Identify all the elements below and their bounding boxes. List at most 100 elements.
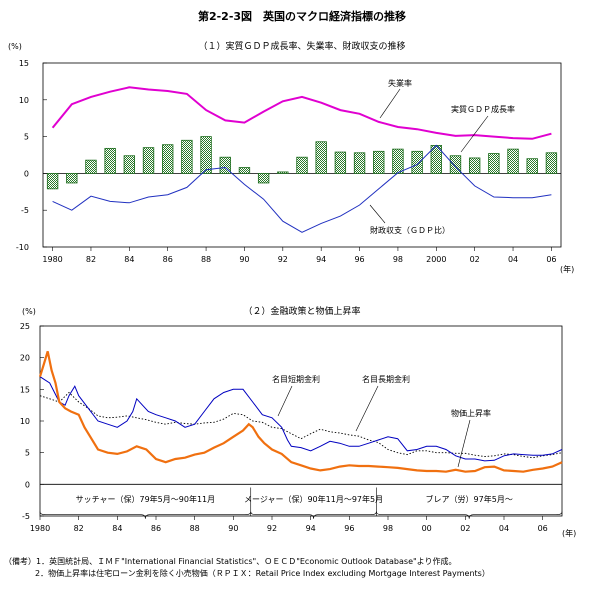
short-rate-line	[39, 376, 563, 462]
note-heading: （備考）	[4, 557, 36, 566]
panel1-y-axis: -10 -5 0 5 10 15	[16, 59, 561, 252]
panel1-ytick-label: -10	[16, 243, 29, 252]
gdp-growth-bar	[526, 158, 538, 174]
panel2-xtick-label: 86	[151, 524, 161, 533]
gdp-growth-bar	[46, 172, 59, 190]
label-long-rate: 名目長期金利	[362, 374, 410, 384]
gdp-growth-bar	[468, 157, 481, 174]
gdp-growth-bar	[238, 167, 251, 174]
panel2-ytick-label: 25	[20, 322, 30, 331]
fiscal-balance-line	[52, 144, 552, 233]
panel2-annotations: 名目短期金利 名目長期金利 物価上昇率	[272, 374, 491, 468]
note-text-2: 2．物価上昇率は住宅ローン金利を除く小売物価（ＲＰＩＸ：Retail Price…	[35, 569, 490, 578]
period-brace	[376, 511, 563, 519]
panel2-title: （２）金融政策と物価上昇率	[243, 305, 360, 317]
gdp-growth-bar	[315, 141, 327, 174]
panel1-ylabel: (%)	[8, 42, 22, 51]
label-fiscal-balance: 財政収支（ＧＤＰ比）	[370, 225, 450, 235]
panel1-xtick-label: 02	[470, 255, 480, 264]
panel2-ytick-label: 20	[20, 354, 30, 363]
panel2-xtick-label: 02	[460, 524, 470, 533]
gdp-growth-bar	[257, 172, 270, 184]
government-periods: サッチャー（保）79年5月～90年11月 メージャー（保）90年11月～97年5月…	[39, 487, 563, 519]
gdp-growth-bar	[123, 155, 136, 174]
unemployment-line	[51, 86, 552, 140]
gdp-growth-bar	[142, 147, 155, 174]
panel2-xtick-label: 00	[422, 524, 432, 533]
note-line-2: 2．物価上昇率は住宅ローン金利を除く小売物価（ＲＰＩＸ：Retail Price…	[35, 569, 490, 579]
panel1-ytick-label: 10	[19, 96, 29, 105]
period-brace	[39, 511, 252, 519]
long-rate-line	[39, 391, 563, 459]
panel1-ytick-label: -5	[21, 206, 29, 215]
panel2-ytick-label: 5	[25, 449, 30, 458]
panel2-ytick-label: -5	[22, 512, 30, 521]
panel1-xtick-label: 82	[86, 255, 96, 264]
panel1-annotations: 失業率 実質ＧＤＰ成長率 財政収支（ＧＤＰ比）	[369, 78, 515, 235]
gdp-growth-bar	[85, 159, 97, 174]
leader-inflation	[457, 419, 471, 468]
gdp-growth-bar	[181, 139, 193, 174]
gdp-growth-bar	[296, 156, 308, 174]
panel1-xunit: (年)	[560, 264, 574, 274]
panel2-xtick-label: 1980	[30, 524, 50, 533]
panel2-xtick-label: 04	[499, 524, 509, 533]
panel1-xtick-label: 1980	[42, 255, 62, 264]
panel1-xtick-label: 88	[201, 255, 211, 264]
period-label: ブレア（労）97年5月～	[426, 494, 513, 504]
panel2-ytick-label: 0	[25, 480, 30, 489]
panel1-x-axis: 1980 82 84 86 88 90 92 94 96 98 2000 02 04 06	[42, 247, 557, 264]
period-brace	[250, 511, 377, 519]
panel2-xtick-label: 94	[306, 524, 316, 533]
gdp-growth-bar	[507, 148, 519, 174]
panel2-xtick-label: 06	[538, 524, 548, 533]
panel1-xtick-label: 84	[124, 255, 134, 264]
inflation-line	[38, 350, 563, 473]
panel2-xtick-label: 82	[74, 524, 84, 533]
panel2-xtick-label: 98	[383, 524, 393, 533]
leader-fiscal-balance	[369, 204, 386, 224]
panel-growth-unemployment-fiscal: （１）実質ＧＤＰ成長率、失業率、財政収支の推移 (%) (年) -10 -5 0 5 1…	[8, 40, 574, 274]
panel1-xtick-label: 06	[546, 255, 556, 264]
note-line-1: （備考）1．英国統計局、ＩＭＦ"International Financial …	[4, 557, 457, 567]
period-label: サッチャー（保）79年5月～90年11月	[76, 494, 216, 504]
label-short-rate: 名目短期金利	[272, 374, 320, 384]
gdp-growth-bar	[488, 153, 500, 174]
panel1-ytick-label: 0	[24, 169, 29, 178]
panel1-ytick-label: 15	[19, 59, 29, 68]
panel1-xtick-label: 04	[508, 255, 518, 264]
gdp-growth-bar	[373, 150, 385, 174]
gdp-growth-bar	[162, 144, 174, 174]
panel1-xtick-label: 94	[316, 255, 326, 264]
period-label: メージャー（保）90年11月～97年5月	[244, 494, 383, 504]
label-inflation: 物価上昇率	[451, 408, 491, 418]
panel1-xtick-label: 96	[354, 255, 364, 264]
panel1-xtick-label: 2000	[426, 255, 446, 264]
panel1-ytick-label: 5	[24, 133, 29, 142]
label-unemployment: 失業率	[388, 78, 412, 88]
figure-title: 第2-2-3図 英国のマクロ経済指標の推移	[198, 9, 406, 23]
panel2-ytick-label: 10	[20, 417, 30, 426]
gdp-growth-bar	[104, 147, 116, 174]
panel1-xtick-label: 98	[393, 255, 403, 264]
leader-gdp-growth	[460, 115, 489, 153]
panel2-xtick-label: 92	[267, 524, 277, 533]
panel1-xtick-label: 90	[239, 255, 249, 264]
gdp-growth-bar	[66, 172, 78, 184]
panel1-frame	[42, 62, 562, 248]
growth-bars	[46, 136, 558, 190]
label-gdp-growth: 実質ＧＤＰ成長率	[451, 104, 515, 114]
panel2-xtick-label: 90	[228, 524, 238, 533]
panel1-xtick-label: 92	[278, 255, 288, 264]
panel2-y-axis: -5 0 5 10 15 20 25	[20, 322, 562, 521]
panel-monetary-inflation: （２）金融政策と物価上昇率 (%) (年) -5 0 5 10 15 20 25 サッチャー…	[20, 305, 576, 538]
gdp-growth-bar	[277, 171, 289, 174]
gdp-growth-bar	[392, 148, 404, 174]
panel2-xtick-label: 88	[190, 524, 200, 533]
panel2-frame	[39, 325, 563, 517]
gdp-growth-bar	[219, 156, 231, 174]
gdp-growth-bar	[353, 152, 366, 174]
panel1-xtick-label: 86	[163, 255, 173, 264]
panel2-x-axis: 1980 82 84 86 88 90 92 94 96 98 00 02 04 06	[30, 516, 548, 533]
